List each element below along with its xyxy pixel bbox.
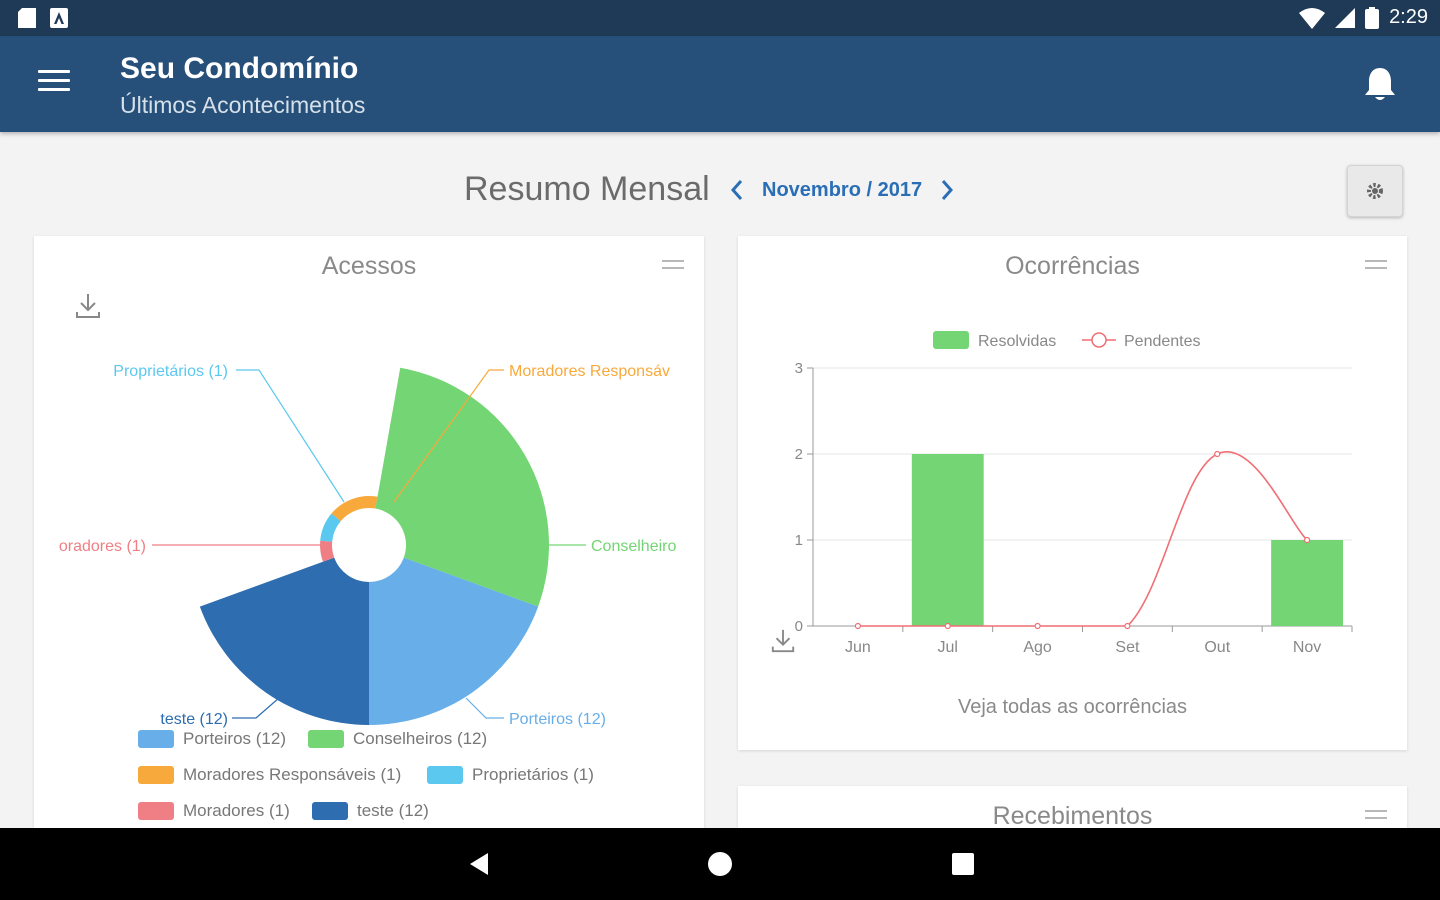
pie-leader-line [465, 697, 504, 719]
system-nav-bar [0, 828, 1440, 900]
recents-icon[interactable] [943, 848, 983, 880]
current-month: Novembro / 2017 [762, 178, 923, 201]
status-time: 2:29 [1389, 6, 1428, 28]
previous-month-icon[interactable] [726, 176, 748, 204]
pie-label: Moradores Responsáv [509, 363, 670, 380]
gear-icon [1367, 183, 1383, 199]
app-title: Seu Condomínio [120, 52, 359, 85]
point-pendentes[interactable] [1124, 622, 1131, 630]
legend-label: teste (12) [357, 801, 429, 820]
legend-moradores-responsaveis[interactable]: Moradores Responsáveis (1) [138, 765, 401, 785]
status-bar: 2:29 [0, 0, 1440, 36]
acessos-card: Acessos Proprietários (1) Moradores Respo… [34, 236, 704, 836]
pie-label: Proprietários (1) [113, 363, 228, 380]
legend-conselheiros[interactable]: Conselheiros (12) [308, 729, 487, 749]
ocorrencias-menu-icon[interactable] [1365, 260, 1387, 272]
menu-icon[interactable] [38, 70, 70, 94]
ocorrencias-title: Ocorrências [1005, 252, 1140, 280]
legend-swatch [138, 802, 174, 820]
pie-slice[interactable] [331, 496, 378, 522]
next-month-icon[interactable] [936, 176, 958, 204]
legend-swatch [308, 730, 344, 748]
month-navigator: Novembro / 2017 [726, 176, 958, 204]
settings-button[interactable] [1347, 165, 1403, 217]
home-icon[interactable] [700, 848, 740, 880]
notification-app-icon [50, 8, 68, 28]
ocorrencias-chart: Resolvidas Pendentes 0 1 2 3 Jun Jul Ago Set Out No… [795, 331, 1353, 656]
legend-label-resolvidas[interactable]: Resolvidas [978, 333, 1056, 350]
app-subtitle: Últimos Acontecimentos [120, 92, 366, 118]
legend-swatch [138, 766, 174, 784]
ocorrencias-card: Ocorrências Resolvidas Pendentes 0 1 2 3 Jun Ju… [738, 236, 1407, 750]
back-icon[interactable] [460, 848, 500, 880]
legend-swatch [138, 730, 174, 748]
point-pendentes[interactable] [944, 622, 951, 630]
pie-leader-line [393, 369, 504, 503]
legend-label: Proprietários (1) [472, 765, 594, 784]
pie-slice[interactable] [375, 367, 550, 607]
legend-teste[interactable]: teste (12) [312, 801, 429, 821]
point-pendentes[interactable] [854, 622, 862, 630]
battery-icon [1365, 6, 1380, 29]
legend-swatch-resolvidas[interactable] [933, 331, 969, 349]
point-pendentes[interactable] [1214, 450, 1221, 458]
pie-slice[interactable] [199, 557, 369, 725]
legend-label: Porteiros (12) [183, 729, 286, 748]
sd-card-icon [18, 8, 36, 28]
bar-resolvidas[interactable] [1271, 540, 1344, 626]
x-tick-label: Ago [1023, 639, 1052, 656]
pie-label: Conselheiro [591, 538, 676, 555]
x-tick-label: Jun [845, 639, 871, 656]
pie-label: oradores (1) [59, 538, 146, 555]
legend-label-pendentes[interactable]: Pendentes [1124, 333, 1201, 350]
pie-leader-line [232, 697, 280, 719]
legend-marker-pendentes[interactable] [1091, 332, 1107, 348]
legend-label: Moradores (1) [183, 801, 290, 820]
pie-label: Porteiros (12) [509, 711, 606, 728]
summary-title: Resumo Mensal [464, 170, 710, 208]
x-tick-label: Out [1204, 639, 1230, 656]
y-tick-label: 2 [795, 446, 803, 463]
pie-label: teste (12) [160, 711, 228, 728]
legend-label: Moradores Responsáveis (1) [183, 765, 402, 784]
legend-porteiros[interactable]: Porteiros (12) [138, 729, 286, 749]
app-bar: Seu Condomínio Últimos Acontecimentos [0, 36, 1440, 132]
bar-resolvidas[interactable] [911, 454, 984, 626]
pie-slice[interactable] [369, 557, 539, 725]
point-pendentes[interactable] [1034, 622, 1041, 630]
pie-slice[interactable] [320, 513, 341, 542]
recebimentos-title: Recebimentos [992, 802, 1153, 830]
legend-swatch [427, 766, 463, 784]
acessos-menu-icon[interactable] [662, 260, 684, 272]
x-tick-label: Set [1115, 639, 1140, 656]
view-all-ocorrencias-link[interactable]: Veja todas as ocorrências [957, 696, 1188, 718]
download-icon[interactable] [770, 628, 796, 654]
download-icon[interactable] [74, 292, 102, 320]
y-tick-label: 3 [795, 360, 803, 377]
acessos-title: Acessos [321, 252, 417, 280]
signal-icon [1335, 7, 1356, 28]
acessos-pie-chart: Proprietários (1) Moradores Responsáv orad… [59, 363, 677, 728]
legend-moradores[interactable]: Moradores (1) [138, 801, 290, 821]
x-tick-label: Jul [938, 639, 958, 656]
y-tick-label: 1 [795, 532, 803, 549]
y-tick-label: 0 [795, 618, 803, 635]
point-pendentes[interactable] [1303, 536, 1311, 544]
x-tick-label: Nov [1293, 639, 1321, 656]
pie-leader-line [236, 369, 345, 503]
legend-swatch [312, 802, 348, 820]
legend-label: Conselheiros (12) [353, 729, 488, 748]
pie-slice[interactable] [320, 540, 335, 562]
recebimentos-menu-icon[interactable] [1365, 810, 1387, 822]
wifi-icon [1299, 7, 1326, 29]
legend-proprietarios[interactable]: Proprietários (1) [427, 765, 594, 785]
notifications-bell-icon[interactable] [1360, 64, 1400, 104]
